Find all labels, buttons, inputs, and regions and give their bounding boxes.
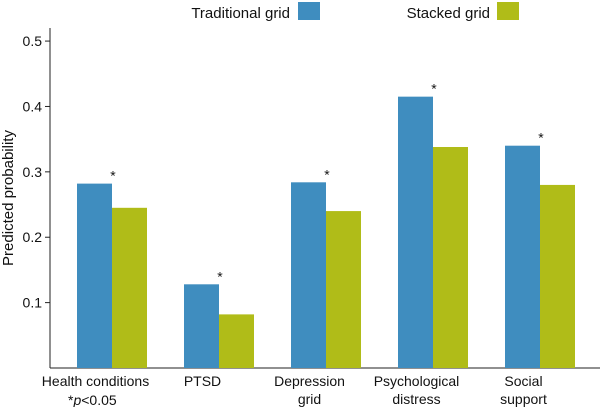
bar-traditional: [398, 96, 433, 369]
legend-swatch: [497, 2, 519, 20]
y-tick-label: 0.2: [23, 229, 43, 245]
significance-marker: *: [217, 268, 223, 284]
bar-traditional: [291, 182, 326, 368]
significance-footnote: *p<0.05: [68, 392, 117, 407]
x-tick-labels: Health conditions PTSD Depression grid Psych…: [42, 373, 547, 407]
significance-marker: *: [110, 168, 116, 184]
y-tick-label: 0.5: [23, 33, 43, 49]
bar-traditional: [184, 284, 219, 368]
legend: Traditional grid Stacked grid: [191, 2, 519, 22]
significance-marker: *: [431, 81, 437, 97]
bar-traditional: [505, 145, 540, 368]
x-tick-label-line: PTSD: [184, 373, 221, 389]
bar-traditional: [77, 183, 112, 368]
bar-stacked: [219, 314, 254, 368]
y-tick-label: 0.1: [23, 295, 43, 311]
bar-stacked: [433, 147, 468, 368]
x-tick-label: Social support: [500, 373, 547, 407]
bar-stacked: [326, 211, 361, 368]
x-tick-label-line: Health conditions: [42, 373, 149, 389]
y-tick-label: 0.3: [23, 164, 43, 180]
bar-stacked: [112, 207, 147, 368]
y-tick-label: 0.4: [23, 98, 43, 114]
footnote-part: <0.05: [81, 392, 117, 407]
legend-label: Traditional grid: [191, 5, 290, 22]
x-tick-label-line: grid: [298, 391, 321, 407]
legend-swatch: [298, 2, 320, 20]
footnote-part: p: [72, 392, 81, 407]
x-tick-label-line: Psychological: [374, 373, 460, 389]
x-tick-label-line: support: [500, 391, 547, 407]
significance-markers: * * * * *: [110, 81, 544, 285]
x-tick-label-line: Social: [504, 373, 542, 389]
bar-stacked: [540, 184, 575, 368]
x-tick-label: PTSD: [184, 373, 221, 389]
x-tick-label: Health conditions: [42, 373, 149, 389]
significance-marker: *: [324, 166, 330, 182]
x-tick-label: Psychological distress: [374, 373, 460, 407]
footnote-part: *: [68, 392, 74, 407]
legend-label: Stacked grid: [407, 5, 490, 22]
y-axis-label: Predicted probability: [0, 130, 17, 266]
x-tick-label-line: Depression: [274, 373, 345, 389]
x-tick-label-line: distress: [392, 391, 440, 407]
significance-marker: *: [538, 130, 544, 146]
bars: [77, 96, 575, 369]
x-tick-label: Depression grid: [274, 373, 345, 407]
y-ticks: 0.1 0.2 0.3 0.4 0.5: [23, 33, 50, 311]
